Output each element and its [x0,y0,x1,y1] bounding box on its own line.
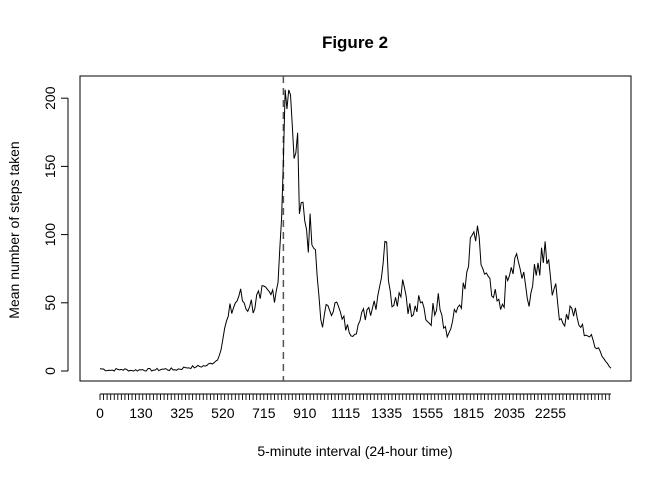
x-tick-label: 325 [170,405,194,421]
x-tick-label: 520 [211,405,235,421]
y-tick-label: 50 [42,295,58,311]
x-tick-label: 1555 [412,405,443,421]
x-axis: 0 130 325 520 715 910 1115 1335 1555 1815 2035 2255 [96,393,611,421]
x-tick-label: 2035 [494,405,525,421]
y-tick-label: 150 [42,154,58,178]
x-tick-label: 130 [129,405,153,421]
chart-title: Figure 2 [322,33,388,52]
x-tick-label: 0 [96,405,104,421]
x-tick-label: 910 [293,405,317,421]
x-tick-label: 1815 [453,405,484,421]
plot-border [79,75,632,382]
series-line [99,89,612,372]
x-tick-label: 2255 [535,405,566,421]
x-axis-label: 5-minute interval (24-hour time) [257,443,452,459]
x-tick-label: 1335 [371,405,402,421]
y-axis: 0 50 100 150 200 [42,86,69,375]
y-axis-label: Mean number of steps taken [6,141,22,318]
x-tick-label: 1115 [331,405,360,421]
y-tick-label: 0 [42,367,58,375]
y-tick-label: 200 [42,86,58,110]
y-tick-label: 100 [42,223,58,247]
x-tick-label: 715 [252,405,276,421]
